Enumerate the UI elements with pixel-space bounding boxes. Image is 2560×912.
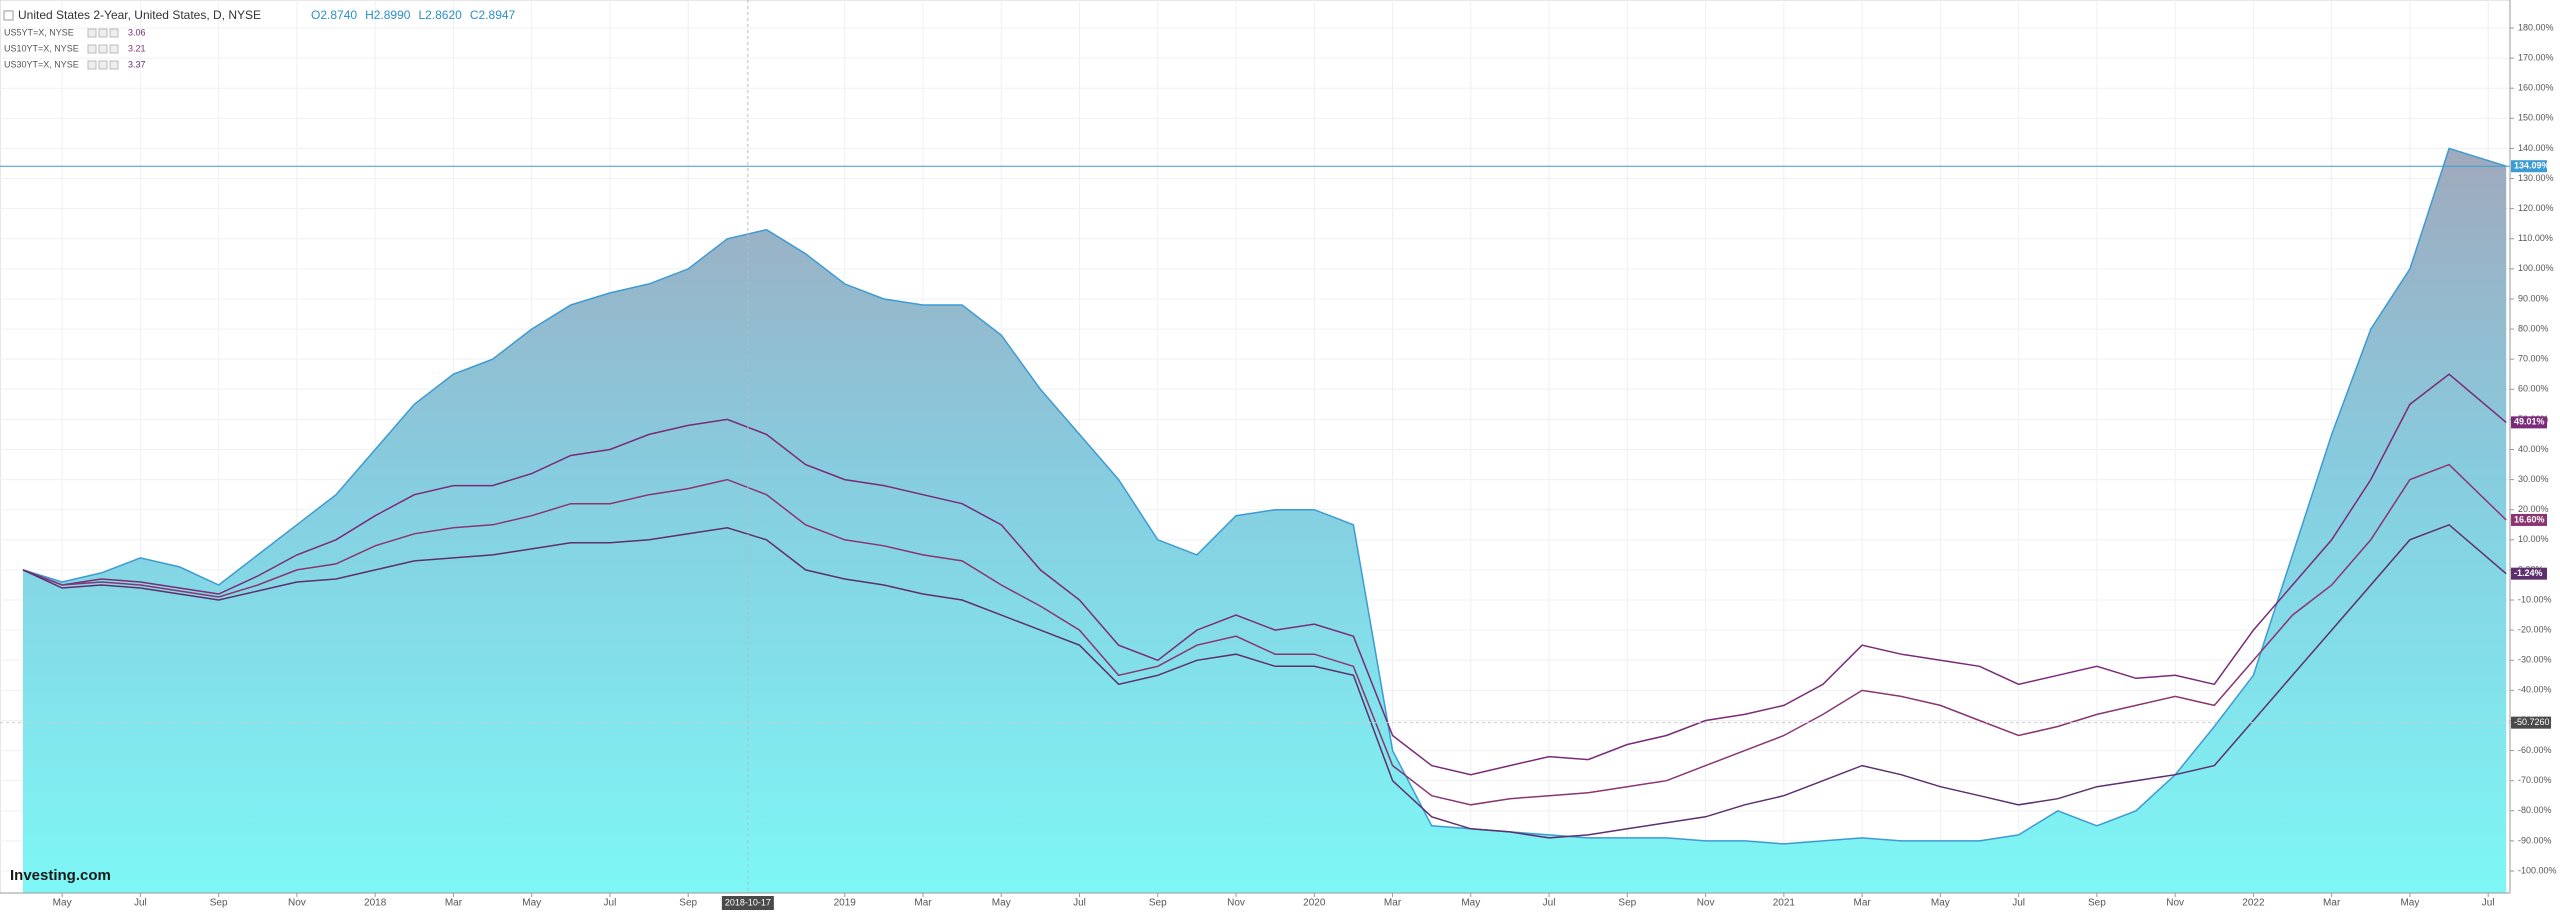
legend-icon [87, 28, 97, 38]
x-tick-label: Sep [2088, 898, 2106, 909]
x-tick-label: May [522, 898, 541, 909]
y-tick-label: 180.00% [2518, 22, 2554, 32]
y-tick-label: -80.00% [2518, 805, 2552, 815]
x-tick-label: 2021 [1773, 898, 1796, 909]
y-tick-label: -100.00% [2518, 865, 2557, 875]
x-tick-label: Jul [604, 898, 617, 909]
end-label: 16.60% [2514, 514, 2545, 524]
x-tick-label: May [1461, 898, 1480, 909]
legend-value: 3.21 [128, 43, 146, 53]
y-tick-label: 10.00% [2518, 534, 2549, 544]
end-label-box [2511, 160, 2547, 173]
y-tick-label: -10.00% [2518, 594, 2552, 604]
x-tick-label: Jul [1073, 898, 1086, 909]
legend-name: US10YT=X, NYSE [4, 43, 79, 53]
x-tick-label: Mar [2323, 898, 2341, 909]
y-tick-label: -60.00% [2518, 745, 2552, 755]
x-tick-label: Nov [1227, 898, 1245, 909]
y-tick-label: -70.00% [2518, 775, 2552, 785]
end-label-box [2511, 513, 2547, 526]
ohlc-value: L2.8620 [418, 8, 462, 22]
legend-icon [109, 28, 119, 38]
legend-value: 3.06 [128, 27, 146, 37]
end-label-box [2511, 416, 2547, 429]
x-tick-label: Jul [2482, 898, 2495, 909]
legend-icon [87, 60, 97, 70]
x-tick-label: Sep [1149, 898, 1167, 909]
y-tick-label: 40.00% [2518, 444, 2549, 454]
legend-name: US5YT=X, NYSE [4, 27, 74, 37]
x-tick-label: Sep [210, 898, 228, 909]
crosshair-y-box [2511, 716, 2551, 729]
legend-icon [98, 28, 108, 38]
y-tick-label: 30.00% [2518, 474, 2549, 484]
y-tick-label: 170.00% [2518, 52, 2554, 62]
legend-value: 3.37 [128, 59, 146, 69]
x-tick-label: Jul [1543, 898, 1556, 909]
x-tick-label: Nov [2166, 898, 2184, 909]
y-tick-label: 120.00% [2518, 203, 2554, 213]
y-tick-label: 160.00% [2518, 83, 2554, 93]
x-tick-label: Mar [1853, 898, 1871, 909]
x-tick-label: Mar [914, 898, 932, 909]
y-tick-label: -30.00% [2518, 655, 2552, 665]
x-tick-label: 2022 [2242, 898, 2265, 909]
legend-icon [109, 44, 119, 54]
legend-name: US30YT=X, NYSE [4, 59, 79, 69]
legend-icon [109, 60, 119, 70]
y-tick-label: 110.00% [2518, 233, 2553, 243]
series-line [22, 523, 2507, 839]
x-tick-label: May [992, 898, 1011, 909]
legend-icon [98, 60, 108, 70]
x-tick-label: Sep [1618, 898, 1636, 909]
y-tick-label: 140.00% [2518, 143, 2554, 153]
crosshair-x-label: 2018-10-17 [725, 897, 771, 907]
y-tick-label: -90.00% [2518, 835, 2552, 845]
x-tick-label: Mar [445, 898, 463, 909]
area [23, 148, 2507, 893]
legend-icon [98, 44, 108, 54]
x-tick-label: May [2400, 898, 2419, 909]
crosshair-x-box [721, 896, 774, 910]
crosshair-y-label: -50.7260 [2514, 717, 2550, 727]
end-label: 134.09% [2514, 161, 2550, 171]
ohlc-value: O2.8740 [311, 8, 357, 22]
y-tick-label: 70.00% [2518, 354, 2549, 364]
series-line [22, 373, 2507, 776]
collapse-icon [3, 10, 14, 21]
x-tick-label: Nov [1697, 898, 1715, 909]
x-tick-label: May [1931, 898, 1950, 909]
y-tick-label: -20.00% [2518, 625, 2552, 635]
x-tick-label: Sep [679, 898, 697, 909]
x-tick-label: May [53, 898, 72, 909]
legend-icon [87, 44, 97, 54]
end-label: -1.24% [2514, 568, 2543, 578]
y-tick-label: 150.00% [2518, 113, 2554, 123]
x-tick-label: Jul [2012, 898, 2025, 909]
x-tick-label: 2018 [364, 898, 387, 909]
end-label-box [2511, 567, 2547, 580]
x-tick-label: 2020 [1303, 898, 1326, 909]
x-tick-label: 2019 [834, 898, 857, 909]
logo: Investing.com [10, 867, 111, 884]
y-tick-label: -40.00% [2518, 685, 2552, 695]
y-tick-label: 130.00% [2518, 173, 2554, 183]
x-tick-label: Mar [1384, 898, 1402, 909]
y-tick-label: 20.00% [2518, 504, 2549, 514]
ohlc-value: C2.8947 [470, 8, 516, 22]
y-axis-panel [2510, 0, 2560, 912]
ohlc-value: H2.8990 [365, 8, 411, 22]
series-line [22, 463, 2507, 806]
y-tick-label: 100.00% [2518, 263, 2554, 273]
end-label: 49.01% [2514, 417, 2545, 427]
area-line [22, 147, 2507, 845]
x-tick-label: Nov [288, 898, 306, 909]
y-tick-label: 60.00% [2518, 384, 2549, 394]
x-tick-label: Jul [134, 898, 147, 909]
y-tick-label: 80.00% [2518, 323, 2549, 333]
legend-title: United States 2-Year, United States, D, … [18, 8, 261, 22]
y-tick-label: 90.00% [2518, 293, 2549, 303]
